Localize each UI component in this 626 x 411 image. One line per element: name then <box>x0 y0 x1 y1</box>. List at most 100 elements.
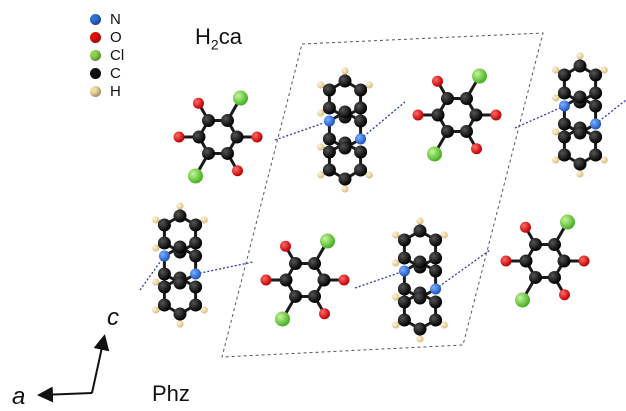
hydrogen-swatch <box>90 85 101 97</box>
carbon-atom <box>460 92 473 106</box>
legend-label-n: N <box>110 10 121 28</box>
element-legend: N O Cl C H <box>90 10 150 100</box>
hydrogen-atom <box>341 185 349 193</box>
carbon-atom <box>573 126 587 140</box>
hydrogen-bond <box>139 255 165 291</box>
carbon-atom <box>221 146 234 160</box>
hydrogen-atom <box>365 171 373 179</box>
carbon-atom <box>557 117 571 131</box>
carbon-atom <box>589 99 603 113</box>
oxygen-atom <box>232 165 243 177</box>
axis-a-arrow <box>37 386 93 403</box>
carbon-atom <box>173 240 187 254</box>
carbon-atom <box>441 92 454 106</box>
phz-label: Phz <box>152 381 190 406</box>
carbon-atom <box>548 270 561 284</box>
axis-arrows <box>37 334 110 403</box>
carbon-atom <box>157 267 171 281</box>
carbon-atom <box>322 145 336 159</box>
legend-item-c: C <box>90 64 150 82</box>
carbon-atom <box>529 270 542 284</box>
hydrogen-bond <box>354 270 405 289</box>
oxygen-atom <box>193 97 204 109</box>
hydrogen-atom <box>152 216 160 224</box>
oxygen-atom <box>432 75 443 87</box>
carbon-atom <box>189 280 203 294</box>
carbon-atom <box>529 238 542 252</box>
carbon-atom <box>354 163 368 177</box>
hydrogen-atom <box>200 306 208 314</box>
h2ca-label-ca: ca <box>218 24 242 49</box>
hydrogen-atom <box>317 81 325 89</box>
carbon-atom <box>557 148 571 162</box>
carbon-atom <box>157 280 171 294</box>
carbon-atom <box>322 132 336 146</box>
legend-label-c: C <box>110 64 121 82</box>
hydrogen-atom <box>317 143 325 151</box>
hydrogen-bonds <box>139 99 626 291</box>
oxygen-atom <box>471 143 482 155</box>
nitrogen-atom <box>558 100 570 112</box>
carbon-atom <box>557 254 571 268</box>
carbon-atom <box>338 141 352 155</box>
carbon-atom <box>397 295 411 309</box>
carbon-atom <box>279 273 293 287</box>
carbon-atom <box>354 101 368 115</box>
carbon-atom <box>322 163 336 177</box>
carbon-atom <box>338 74 352 88</box>
carbon-atom <box>397 233 411 247</box>
nitrogen-atom <box>355 133 367 145</box>
nitrogen-atom <box>430 283 442 295</box>
oxygen-atom <box>173 131 185 143</box>
carbon-atom <box>413 255 427 269</box>
hydrogen-atom <box>152 278 160 286</box>
legend-label-h: H <box>110 82 121 100</box>
carbon-atom <box>429 251 443 265</box>
hydrogen-bond <box>595 99 626 125</box>
carbon-atom <box>322 83 336 97</box>
legend-item-cl: Cl <box>90 46 150 64</box>
nitrogen-atom <box>158 250 170 262</box>
carbon-atom <box>573 59 587 73</box>
carbon-atom <box>429 233 443 247</box>
axis-label-a: a <box>12 383 26 410</box>
carbon-atom <box>308 257 321 271</box>
hydrogen-bond <box>360 101 406 140</box>
carbon-atom <box>429 264 443 278</box>
atoms <box>152 52 608 343</box>
hydrogen-atom <box>600 156 608 164</box>
carbon-atom <box>173 307 187 321</box>
carbon-atom <box>354 145 368 159</box>
hydrogen-atom <box>440 231 448 239</box>
legend-item-n: N <box>90 10 150 28</box>
carbon-atom <box>289 289 302 303</box>
oxygen-atom <box>319 308 330 320</box>
hydrogen-bond <box>195 261 254 275</box>
carbon-atom <box>441 124 454 138</box>
carbon-atom <box>573 157 587 171</box>
chlorine-atom <box>275 311 290 327</box>
hydrogen-atom <box>176 202 184 210</box>
covalent-bonds <box>155 56 605 339</box>
carbon-atom <box>589 86 603 100</box>
carbon-atom <box>317 273 331 287</box>
hydrogen-atom <box>552 156 560 164</box>
nitrogen-atom <box>398 265 410 277</box>
hydrogen-atom <box>552 66 560 74</box>
hydrogen-atom <box>392 293 400 301</box>
h2ca-label-subscript: 2 <box>210 36 219 53</box>
hydrogen-atom <box>416 217 424 225</box>
oxygen-atom <box>500 255 512 267</box>
carbon-atom <box>397 251 411 265</box>
carbon-atom <box>202 146 215 160</box>
hydrogen-atom <box>416 335 424 343</box>
hydrogen-bond <box>274 120 330 141</box>
oxygen-swatch <box>90 31 101 43</box>
carbon-atom <box>173 209 187 223</box>
hydrogen-atom <box>576 170 584 178</box>
carbon-atom <box>157 236 171 250</box>
hydrogen-atom <box>440 321 448 329</box>
carbon-atom <box>157 218 171 232</box>
chlorine-atom <box>427 146 442 162</box>
